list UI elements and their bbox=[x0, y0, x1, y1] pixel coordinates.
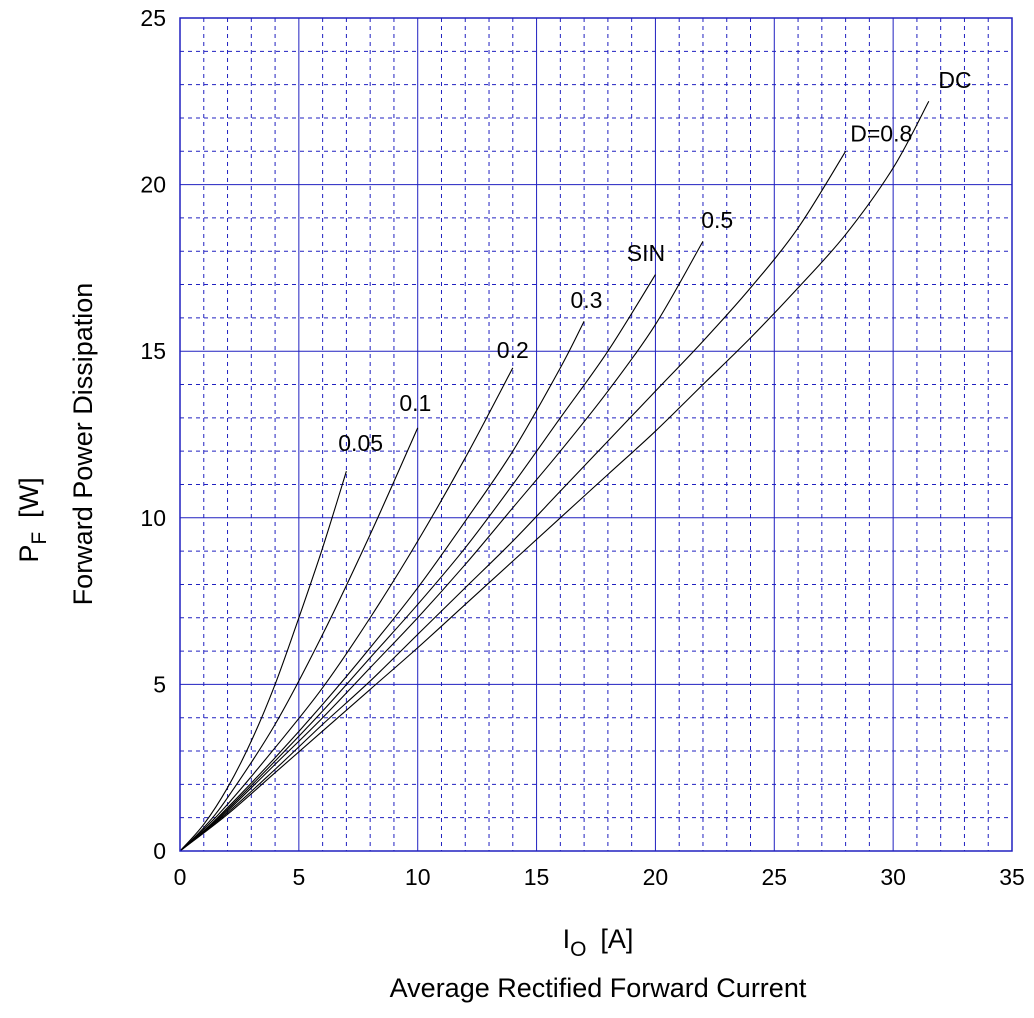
curve-dc bbox=[179, 101, 930, 852]
x-axis-unit: [A] bbox=[600, 924, 633, 954]
x-tick-label: 5 bbox=[292, 864, 305, 890]
curve-label-0-2: 0.2 bbox=[497, 337, 529, 363]
curve-0-2 bbox=[179, 367, 514, 852]
curve-sin bbox=[179, 274, 656, 852]
curve-labels: 0.05 0.1 0.2 0.3 SIN 0.5 D=0.8 DC bbox=[338, 67, 971, 456]
curve-label-0-1: 0.1 bbox=[399, 390, 431, 416]
x-axis-symbol-main: I bbox=[563, 924, 571, 954]
curve-0-5 bbox=[179, 240, 704, 852]
x-tick-label: 30 bbox=[880, 864, 906, 890]
y-axis-title: Forward Power Dissipation bbox=[68, 283, 98, 606]
curve-label-sin: SIN bbox=[627, 240, 665, 266]
y-axis-symbol: PF [W] bbox=[14, 477, 51, 562]
grid bbox=[180, 18, 1012, 851]
y-tick-label: 20 bbox=[140, 172, 166, 198]
x-tick-label: 15 bbox=[524, 864, 550, 890]
tick-labels: 0 5 10 15 20 25 30 35 0 5 10 15 20 25 bbox=[140, 5, 1024, 890]
y-axis-symbol-group: PF [W] bbox=[14, 477, 51, 562]
curve-label-0-5: 0.5 bbox=[701, 207, 733, 233]
y-tick-label: 15 bbox=[140, 338, 166, 364]
curve-0-05 bbox=[179, 470, 347, 852]
y-tick-label: 25 bbox=[140, 5, 166, 31]
curve-0-1 bbox=[179, 427, 419, 852]
curve-label-0-05: 0.05 bbox=[338, 430, 383, 456]
curve-d-0-8 bbox=[179, 150, 847, 852]
y-tick-label: 0 bbox=[153, 838, 166, 864]
y-axis-title-group: Forward Power Dissipation bbox=[68, 283, 98, 606]
curve-label-dc: DC bbox=[938, 67, 971, 93]
y-axis-symbol-subscript: F bbox=[28, 532, 51, 545]
y-axis-symbol-main: P bbox=[14, 545, 44, 563]
y-tick-label: 5 bbox=[153, 671, 166, 697]
x-tick-label: 0 bbox=[174, 864, 187, 890]
curves bbox=[179, 101, 930, 852]
x-axis-symbol-subscript: O bbox=[570, 938, 586, 961]
x-axis-symbol: IO [A] bbox=[563, 924, 634, 961]
x-tick-label: 10 bbox=[405, 864, 431, 890]
x-axis-title: Average Rectified Forward Current bbox=[390, 973, 807, 1003]
curve-label-d-0-8: D=0.8 bbox=[850, 120, 912, 146]
x-tick-label: 35 bbox=[999, 864, 1025, 890]
curve-label-0-3: 0.3 bbox=[570, 287, 602, 313]
y-axis-unit: [W] bbox=[14, 477, 44, 518]
y-tick-label: 10 bbox=[140, 505, 166, 531]
plot-frame bbox=[179, 17, 1013, 852]
x-tick-label: 25 bbox=[761, 864, 787, 890]
curve-0-3 bbox=[179, 320, 585, 852]
x-tick-label: 20 bbox=[643, 864, 669, 890]
